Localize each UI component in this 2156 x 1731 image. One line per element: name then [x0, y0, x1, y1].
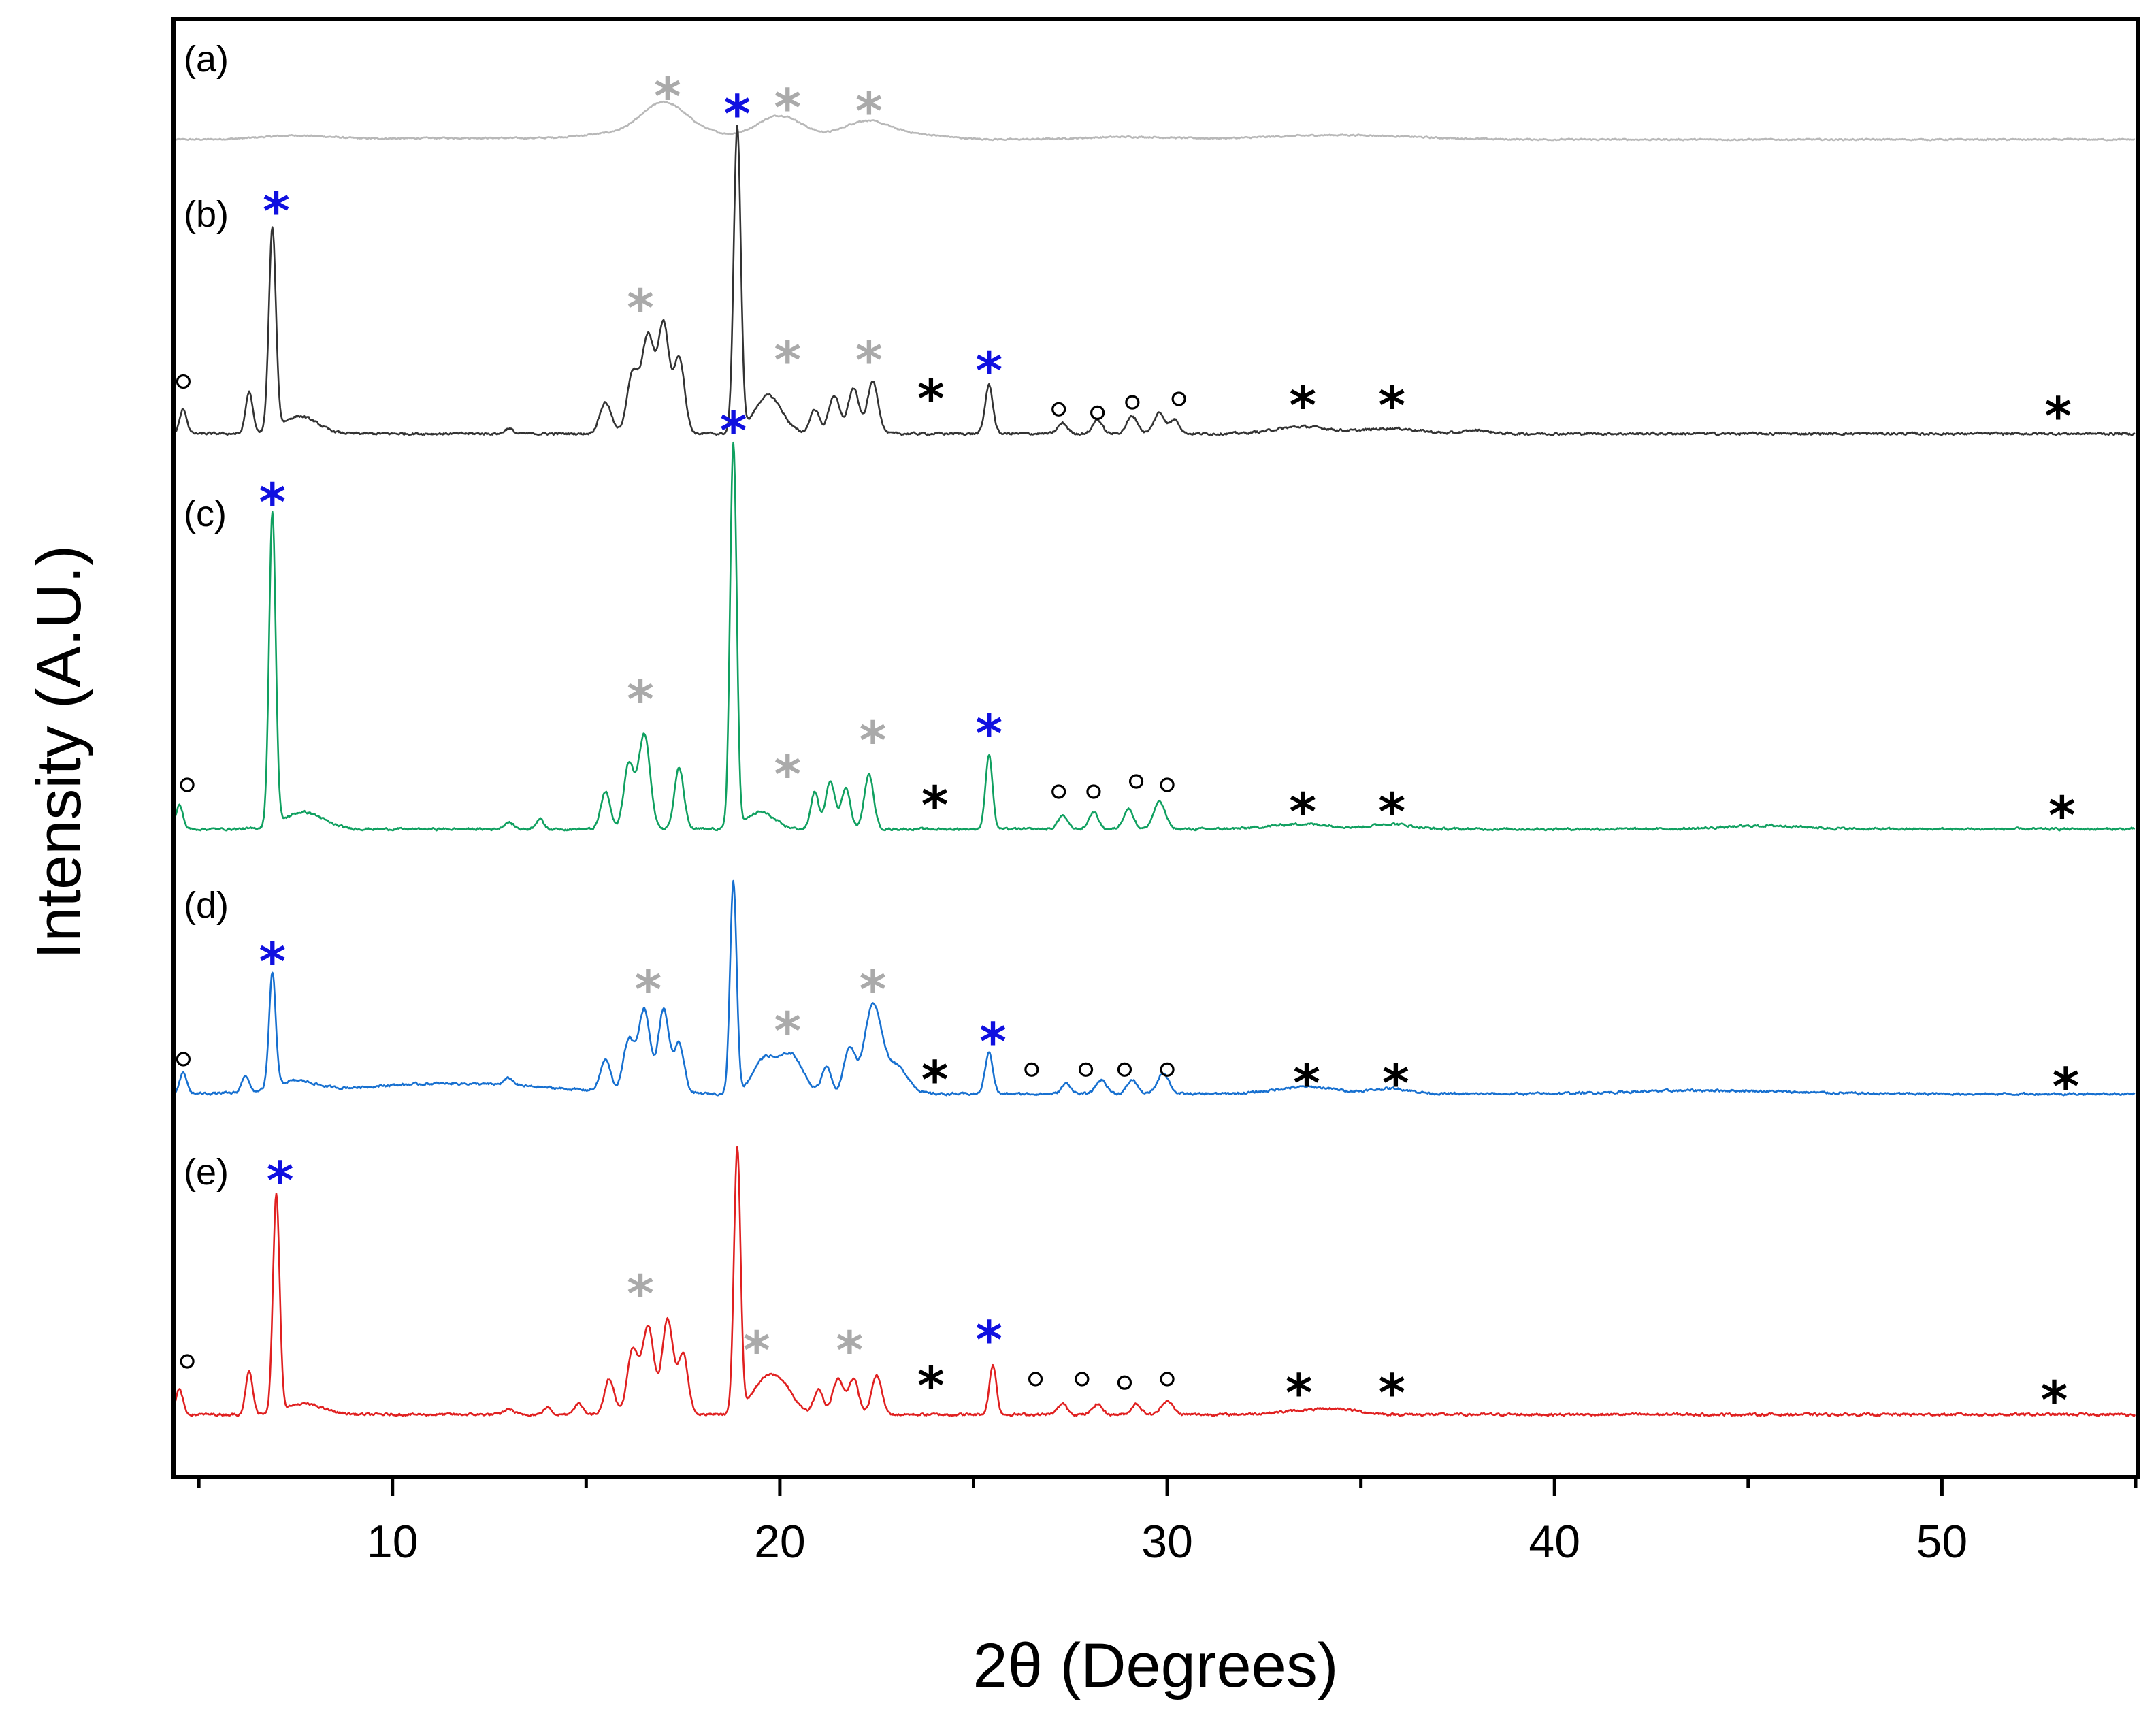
peak-marker-circle [180, 777, 195, 792]
peak-marker-star: * [1289, 375, 1316, 436]
peak-marker-circle [180, 1354, 195, 1369]
x-axis-title: 2θ (Degrees) [973, 1631, 1339, 1700]
peak-marker-star: * [2041, 1370, 2068, 1430]
peak-marker-star: * [917, 1355, 945, 1416]
peak-marker-star: * [654, 66, 681, 127]
trace-label-layer: (a) (b) (c) (d) (e) [184, 39, 229, 1193]
series-label: (c) [184, 494, 227, 534]
peak-marker-star: * [917, 368, 945, 429]
peak-marker-circle [1051, 784, 1066, 799]
peak-marker-circle [1024, 1062, 1039, 1077]
peak-marker-circle [1051, 402, 1066, 417]
x-tick-label: 50 [1916, 1516, 1968, 1568]
x-tick-label: 40 [1529, 1516, 1580, 1568]
series-label: (a) [184, 39, 229, 80]
peak-marker-star: * [2053, 1056, 2080, 1117]
peak-marker-star: * [855, 80, 883, 141]
series-label: (e) [184, 1152, 229, 1193]
peak-marker-circle [1090, 405, 1105, 421]
x-axis-ticks: 10 20 30 40 50 [197, 1477, 2138, 1568]
series-label: (d) [184, 885, 229, 926]
x-tick-label: 30 [1141, 1516, 1193, 1568]
trace-layer [174, 100, 2136, 1417]
peak-marker-circle [1117, 1062, 1132, 1077]
peak-marker-star: * [743, 1320, 770, 1380]
peak-marker-circle [1028, 1372, 1043, 1387]
peak-marker-circle [1075, 1372, 1090, 1387]
series-line [175, 100, 2136, 142]
peak-marker-star: * [2044, 385, 2072, 446]
peak-marker-star: * [1378, 1362, 1405, 1423]
peak-marker-star: * [635, 959, 662, 1020]
series-line [174, 879, 2136, 1097]
peak-marker-star: * [975, 340, 1002, 401]
y-axis-title: Intensity (A.U.) [24, 545, 94, 959]
peak-marker-star: * [263, 180, 290, 241]
peak-marker-star: * [836, 1320, 863, 1380]
peak-marker-star: * [921, 775, 949, 835]
peak-marker-circle [1171, 391, 1186, 406]
series-label: (b) [184, 194, 229, 235]
peak-marker-star: * [1378, 781, 1405, 842]
peak-marker-star: * [1293, 1053, 1320, 1114]
peak-marker-circle [1160, 1062, 1175, 1077]
peak-marker-star: * [1378, 375, 1405, 436]
peak-marker-circle [1128, 774, 1144, 789]
peak-marker-star: * [975, 1309, 1002, 1370]
peak-marker-circle [176, 1052, 191, 1067]
series-line [175, 125, 2136, 436]
peak-marker-star: * [267, 1150, 294, 1210]
peak-marker-star: * [855, 330, 883, 391]
peak-marker-star: * [774, 1001, 801, 1061]
peak-marker-circle [176, 374, 191, 389]
peak-marker-star: * [720, 400, 747, 461]
x-tick-label: 10 [367, 1516, 419, 1568]
peak-marker-star: * [723, 84, 751, 144]
peak-marker-star: * [921, 1049, 949, 1110]
series-line [174, 441, 2136, 832]
marker-layer: * * * * * * * * * * * * * * * * * * * * * * * * * * * * * * * * * * * * * * * *… [176, 66, 2080, 1430]
peak-marker-star: * [627, 278, 654, 338]
peak-marker-star: * [1382, 1053, 1409, 1114]
peak-marker-star: * [860, 959, 887, 1020]
peak-marker-star: * [979, 1011, 1007, 1071]
peak-marker-star: * [2048, 785, 2076, 845]
peak-marker-star: * [1289, 781, 1316, 842]
peak-marker-star: * [259, 472, 286, 532]
peak-marker-circle [1078, 1062, 1094, 1077]
peak-marker-circle [1160, 1372, 1175, 1387]
peak-marker-star: * [627, 1263, 654, 1324]
peak-marker-star: * [774, 330, 801, 391]
peak-marker-star: * [860, 710, 887, 771]
peak-marker-star: * [774, 78, 801, 138]
peak-marker-star: * [975, 703, 1002, 764]
peak-marker-circle [1086, 784, 1101, 799]
plot-frame [172, 17, 2140, 1479]
peak-marker-star: * [774, 744, 801, 805]
series-line [174, 1146, 2136, 1417]
peak-marker-star: * [627, 669, 654, 730]
peak-marker-circle [1160, 777, 1175, 792]
peak-marker-star: * [259, 931, 286, 992]
peak-marker-circle [1125, 395, 1140, 410]
peak-marker-circle [1117, 1375, 1132, 1390]
x-tick-label: 20 [754, 1516, 806, 1568]
peak-marker-star: * [1286, 1362, 1313, 1423]
